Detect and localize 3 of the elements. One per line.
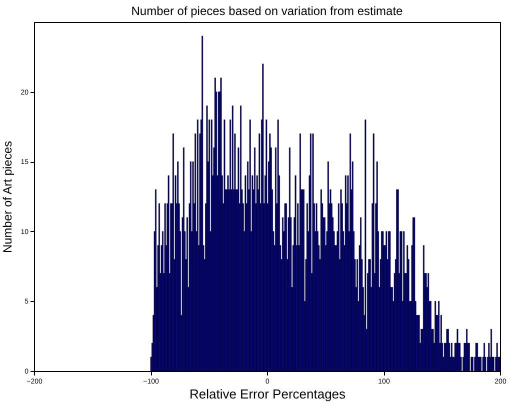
chart-title: Number of pieces based on variation from estimate	[131, 4, 404, 18]
x-axis-title: Relative Error Percentages	[189, 386, 346, 402]
y-axis-title: Number of Art pieces	[0, 140, 15, 254]
